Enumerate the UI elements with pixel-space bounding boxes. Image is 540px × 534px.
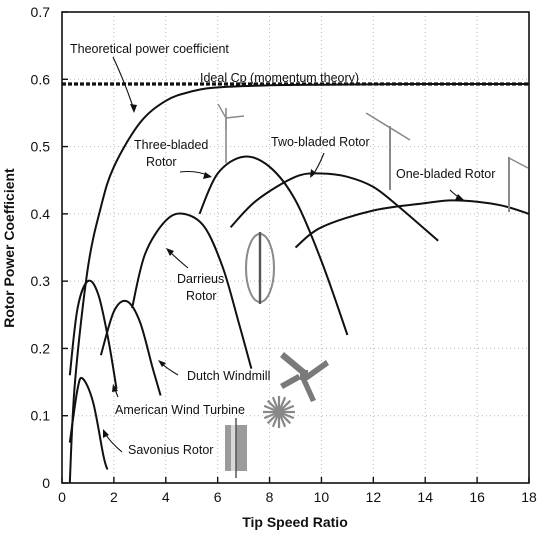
american-wind-turbine-label: American Wind Turbine	[115, 403, 245, 417]
tick-labels: 0 2 4 6 8 10 12 14 16 18 0 0.1 0.2 0.3 0.4 0.5 0.6 0.7	[31, 4, 537, 505]
x-tick-label: 10	[314, 489, 330, 505]
x-tick-label: 0	[58, 489, 66, 505]
one-bladed-rotor-illustration	[508, 157, 529, 212]
darrieus-rotor-illustration	[245, 232, 275, 304]
x-tick-label: 14	[417, 489, 433, 505]
x-tick-label: 18	[521, 489, 537, 505]
x-tick-label: 12	[366, 489, 382, 505]
series-darrieus-rotor-curve	[131, 212, 253, 369]
dutch-windmill-label: Dutch Windmill	[187, 369, 270, 383]
series-american-wind-turbine-curve	[68, 279, 118, 389]
one-bladed-label: One-bladed Rotor	[396, 167, 495, 181]
ideal-cp-label: Ideal Cp (momentum theory)	[200, 71, 359, 85]
american-wind-turbine-illustration	[263, 396, 295, 428]
darrieus-label-line1: Darrieus	[177, 272, 224, 286]
darrieus-label-line2: Rotor	[186, 289, 217, 303]
y-tick-label: 0.1	[31, 408, 51, 424]
x-tick-label: 2	[110, 489, 118, 505]
three-bladed-label-line2: Rotor	[146, 155, 177, 169]
annotation-leaders	[103, 56, 464, 453]
x-tick-label: 8	[266, 489, 274, 505]
dutch-windmill-illustration	[280, 352, 329, 402]
curves	[68, 82, 530, 484]
x-tick-label: 6	[214, 489, 222, 505]
y-axis-title: Rotor Power Coefficient	[1, 168, 17, 328]
y-tick-label: 0.2	[31, 340, 51, 356]
y-tick-label: 0.4	[31, 206, 51, 222]
series-dutch-windmill-curve	[99, 299, 162, 396]
two-bladed-rotor-illustration	[365, 112, 411, 190]
three-bladed-label-line1: Three-bladed	[134, 138, 208, 152]
x-tick-label: 16	[469, 489, 485, 505]
savonius-rotor-label: Savonius Rotor	[128, 443, 213, 457]
x-axis-title: Tip Speed Ratio	[242, 514, 348, 530]
plot-frame	[61, 11, 530, 484]
y-tick-label: 0.6	[31, 71, 51, 87]
grid-lines	[62, 12, 529, 483]
x-tick-label: 4	[162, 489, 170, 505]
theoretical-label: Theoretical power coefficient	[70, 42, 229, 56]
two-bladed-label: Two-bladed Rotor	[271, 135, 370, 149]
savonius-rotor-illustration	[225, 418, 247, 478]
fan-blade	[278, 404, 295, 414]
y-tick-label: 0	[42, 475, 50, 491]
y-tick-label: 0.7	[31, 4, 51, 20]
y-tick-label: 0.5	[31, 139, 51, 155]
series-two-bladed-rotor-curve	[229, 172, 439, 242]
three-bladed-rotor-illustration	[217, 103, 245, 163]
axis-ticks	[61, 11, 530, 484]
series-three-bladed-rotor-curve	[198, 155, 349, 336]
series-one-bladed-rotor-curve	[294, 199, 530, 249]
series-savonius-rotor-curve	[68, 376, 109, 470]
series-theoretical-power-coefficient-curve	[68, 82, 530, 484]
y-tick-label: 0.3	[31, 273, 51, 289]
